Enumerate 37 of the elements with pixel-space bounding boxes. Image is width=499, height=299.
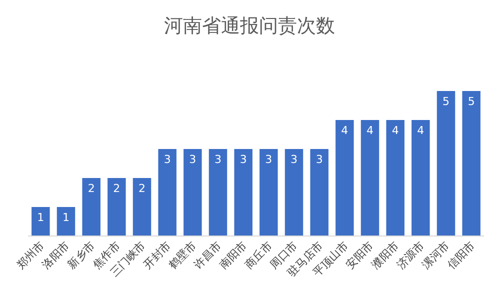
bar [386, 120, 404, 236]
bar [108, 178, 126, 236]
bar [260, 149, 278, 236]
bar [360, 120, 380, 236]
bar [32, 207, 50, 236]
data-label: 2 [113, 182, 120, 195]
data-label: 3 [164, 153, 171, 166]
bar [82, 178, 100, 236]
data-label: 1 [37, 211, 44, 224]
data-label: 1 [62, 211, 70, 224]
data-label: 3 [189, 153, 196, 166]
data-label: 4 [417, 124, 424, 137]
bar [310, 149, 328, 236]
data-label: 3 [265, 153, 272, 166]
bar [158, 149, 176, 236]
data-label: 2 [88, 182, 95, 195]
data-label: 4 [341, 124, 348, 137]
data-label: 3 [290, 153, 298, 166]
bar [234, 149, 252, 236]
bar [132, 178, 152, 236]
data-label: 5 [442, 95, 450, 108]
data-label: 3 [316, 153, 323, 166]
bar [284, 149, 304, 236]
data-label: 3 [240, 153, 247, 166]
data-label: 3 [214, 153, 222, 166]
data-label: 4 [392, 124, 399, 137]
data-label: 4 [366, 124, 374, 137]
chart-title: 河南省通报问责次数 [164, 15, 335, 37]
bar [56, 207, 76, 236]
bar [462, 91, 480, 236]
bar [412, 120, 430, 236]
bar [436, 91, 456, 236]
data-label: 5 [468, 95, 475, 108]
bar [208, 149, 228, 236]
bar [336, 120, 354, 236]
data-label: 2 [138, 182, 146, 195]
bar [184, 149, 202, 236]
